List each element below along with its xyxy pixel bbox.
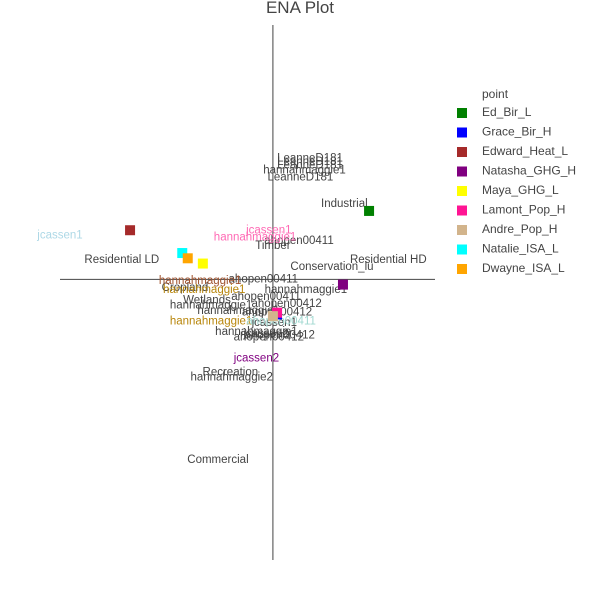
person-label: jcassen2 <box>233 352 279 364</box>
legend-label: Dwayne_ISA_L <box>482 261 565 275</box>
legend-swatch <box>457 225 467 235</box>
legend-item-grace-bir-h[interactable]: Grace_Bir_H <box>457 125 551 139</box>
legend[interactable]: point Ed_Bir_L Grace_Bir_H Edward_Heat_L Na… <box>457 87 576 275</box>
node-labels: LeanneD181LeanneD181LeanneD181hannahmagg… <box>84 152 426 466</box>
node-label: ahopen00411 <box>229 273 299 285</box>
person-label: hannahmaggie1 <box>163 284 246 296</box>
node-label: Industrial <box>321 198 368 210</box>
legend-swatch <box>457 244 467 255</box>
legend-swatch <box>457 264 467 274</box>
node-label: hannahmaggie1 <box>170 300 253 312</box>
legend-item-natasha-ghg-h[interactable]: Natasha_GHG_H <box>457 164 576 178</box>
point-andre-pop-h[interactable] <box>267 311 278 322</box>
node-label: jcassen2 <box>242 328 288 340</box>
person-label: ahopen00411 <box>246 315 316 327</box>
person-label: jcassen1 <box>36 230 82 242</box>
node-label: Cropland <box>162 282 209 294</box>
legend-swatch <box>457 166 467 177</box>
node-label: hannahmaggie1 <box>263 165 346 177</box>
node-label: hannahmaggie1 <box>215 326 298 338</box>
legend-label: Natalie_ISA_L <box>482 242 559 256</box>
legend-item-natalie-isa-l[interactable]: Natalie_ISA_L <box>457 242 559 256</box>
node-label: LeanneD181 <box>267 172 333 184</box>
legend-item-andre-pop-h[interactable]: Andre_Pop_H <box>457 222 557 236</box>
node-label: LeanneD181 <box>277 152 343 164</box>
legend-label: Andre_Pop_H <box>482 222 557 236</box>
axes <box>60 25 435 560</box>
legend-label: Edward_Heat_L <box>482 144 568 158</box>
person-label: hannahmaggie1 <box>214 231 297 243</box>
legend-swatch <box>457 147 467 157</box>
legend-label: Natasha_GHG_H <box>482 164 576 178</box>
legend-swatch <box>457 186 467 196</box>
node-label: Residential HD <box>350 254 427 266</box>
legend-label: Ed_Bir_L <box>482 105 532 119</box>
node-label: Conservation_lu <box>290 261 373 273</box>
chart-title: ENA Plot <box>266 0 334 17</box>
node-label: ahopen00411 <box>231 291 301 303</box>
person-label: jcassen1 <box>245 224 291 236</box>
legend-item-maya-ghg-l[interactable]: Maya_GHG_L <box>457 183 559 197</box>
legend-item-lamont-pop-h[interactable]: Lamont_Pop_H <box>457 203 565 217</box>
legend-item-ed-bir-l[interactable]: Ed_Bir_L <box>457 105 532 119</box>
point-dwayne-isa-l[interactable] <box>182 253 193 264</box>
legend-swatch <box>457 205 467 216</box>
node-label: LeanneD181 <box>277 156 343 168</box>
legend-swatch <box>457 108 467 118</box>
node-label: ahopen00412 <box>234 331 304 343</box>
point-natasha-ghg-h[interactable] <box>337 279 348 290</box>
legend-item-edward-heat-l[interactable]: Edward_Heat_L <box>457 144 568 158</box>
person-label: hannahmaggie1 <box>159 275 242 287</box>
legend-label: Lamont_Pop_H <box>482 203 565 217</box>
point-edward-heat-l[interactable] <box>125 225 136 236</box>
point-natalie-isa-l[interactable] <box>177 248 188 259</box>
person-label: hannahmaggie1 <box>170 315 253 327</box>
node-label: ahopen00412 <box>251 298 321 310</box>
node-label: Wetlands <box>183 294 231 306</box>
node-label: hannahmaggie1 <box>265 284 348 296</box>
node-label: Commercial <box>187 454 248 466</box>
point-ed-bir-l[interactable] <box>364 205 375 216</box>
node-label: Timber <box>255 240 291 252</box>
node-label: Recreation <box>203 366 259 378</box>
legend-label: Grace_Bir_H <box>482 125 551 139</box>
node-label: ahopen00412 <box>245 330 315 342</box>
node-label: LeanneD181 <box>277 159 343 171</box>
node-label: hannahmaggie1 <box>197 305 280 317</box>
node-label: ahopen00411 <box>264 235 334 247</box>
node-label: hannahmaggie2 <box>190 372 273 384</box>
person-labels: jcassen1 jcassen1hannahmaggie1hannahmaggi… <box>36 224 316 364</box>
legend-swatch <box>457 127 467 138</box>
legend-title: point <box>482 87 509 101</box>
legend-label: Maya_GHG_L <box>482 183 559 197</box>
node-label: jcassen1 <box>251 317 297 329</box>
data-points <box>125 205 375 322</box>
legend-item-dwayne-isa-l[interactable]: Dwayne_ISA_L <box>457 261 565 275</box>
point-maya-ghg-l[interactable] <box>197 258 208 269</box>
node-label: Residential LD <box>84 254 159 266</box>
